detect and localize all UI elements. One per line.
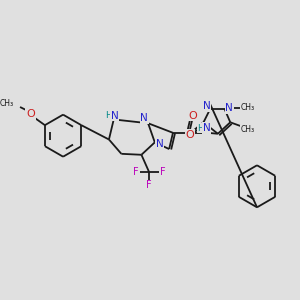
Text: F: F xyxy=(160,167,165,177)
Text: CH₃: CH₃ xyxy=(240,125,254,134)
Text: H: H xyxy=(106,111,112,120)
Text: O: O xyxy=(189,111,197,121)
Text: F: F xyxy=(146,180,152,190)
Text: N: N xyxy=(140,113,148,124)
Text: N: N xyxy=(225,103,233,113)
Text: N: N xyxy=(156,139,164,149)
Text: O: O xyxy=(26,109,35,119)
Text: N: N xyxy=(111,111,119,121)
Text: N: N xyxy=(202,101,210,111)
Text: H: H xyxy=(197,124,204,133)
Text: O: O xyxy=(186,130,194,140)
Text: N: N xyxy=(202,123,210,133)
Text: F: F xyxy=(133,167,139,177)
Text: CH₃: CH₃ xyxy=(0,99,14,108)
Text: CH₃: CH₃ xyxy=(240,103,254,112)
